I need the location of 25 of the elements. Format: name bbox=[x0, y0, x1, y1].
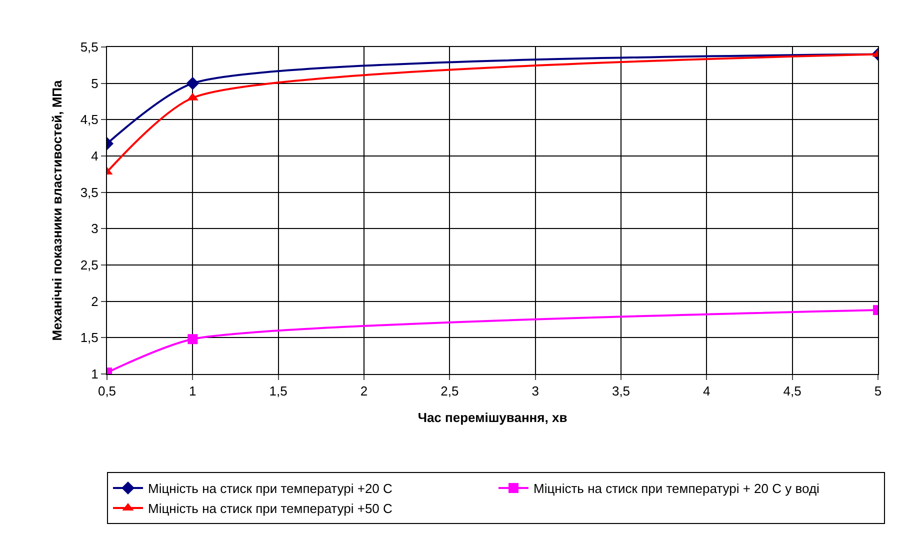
y-tick-label: 5,5 bbox=[80, 40, 98, 55]
y-tick-label: 2 bbox=[91, 294, 98, 309]
y-axis-title: Механічні показники властивостей, МПа bbox=[49, 80, 64, 341]
x-tick-label: 4 bbox=[703, 384, 710, 399]
x-tick-label: 3 bbox=[532, 384, 539, 399]
y-tick-label: 3 bbox=[91, 221, 98, 236]
x-tick-label: 0,5 bbox=[98, 384, 116, 399]
y-tick-label: 5 bbox=[91, 76, 98, 91]
y-tick-label: 1,5 bbox=[80, 330, 98, 346]
x-tick-label: 1,5 bbox=[269, 384, 288, 399]
x-tick-label: 2,5 bbox=[440, 384, 459, 399]
x-tick-label: 1 bbox=[189, 384, 196, 399]
y-tick-label: 4 bbox=[91, 148, 98, 164]
x-tick-label: 4,5 bbox=[783, 384, 802, 399]
x-tick-label: 2 bbox=[360, 384, 368, 399]
y-tick-label: 3,5 bbox=[80, 184, 98, 200]
legend-label: Міцність на стиск при температурі + 20 С у воді bbox=[534, 481, 820, 496]
legend-label: Міцність на стиск при температурі +20 С bbox=[148, 481, 392, 496]
x-axis-title: Час перемішування, хв bbox=[418, 410, 568, 426]
y-tick-label: 2,5 bbox=[80, 258, 98, 273]
y-tick-label: 4,5 bbox=[80, 112, 98, 128]
x-tick-label: 5 bbox=[874, 384, 882, 399]
x-tick-label: 3,5 bbox=[612, 384, 630, 399]
legend-label: Міцність на стиск при температурі +50 С bbox=[148, 501, 392, 516]
y-tick-label: 1 bbox=[91, 366, 98, 382]
